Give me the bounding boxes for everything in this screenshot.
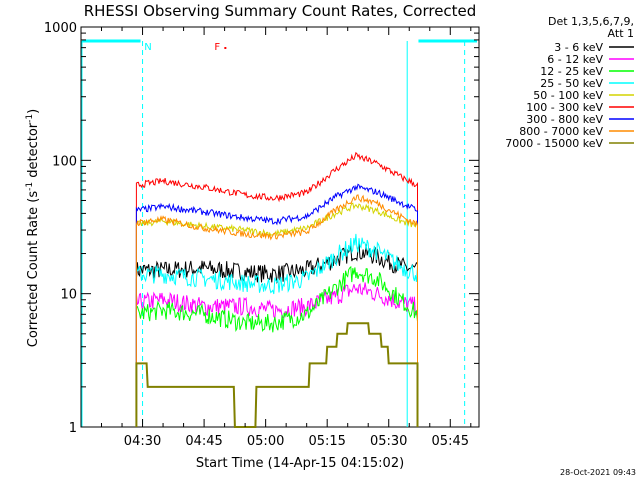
series-layer [135,151,419,428]
series-6 [135,183,418,427]
series-4 [135,202,418,427]
chart-title: RHESSI Observing Summary Count Rates, Co… [84,2,477,20]
series-5 [135,151,418,427]
legend-header-2: Att 1 [608,27,634,40]
y-tick-label-2: 100 [52,154,77,169]
x-tick-label-0: 04:30 [124,434,161,449]
legend-label-6: 300 - 800 keV [526,113,603,126]
x-tick-label-1: 04:45 [185,434,222,449]
x-tick-label-4: 05:30 [370,434,407,449]
flare-marker-dot [224,47,227,49]
x-tick-label-5: 05:45 [432,434,469,449]
series-1 [135,282,418,427]
timestamp: 28-Oct-2021 09:43 [560,468,636,477]
legend-label-8: 7000 - 15000 keV [505,137,603,150]
plot-axes [80,26,480,428]
plot-frame [80,26,480,428]
x-axis-label: Start Time (14-Apr-15 04:15:02) [196,456,404,471]
annotation-1: F [214,42,220,53]
series-7 [135,194,418,427]
legend-label-5: 100 - 300 keV [526,101,603,114]
x-tick-label-2: 05:00 [247,434,284,449]
legend-label-7: 800 - 7000 keV [519,125,603,138]
annotation-0: N [144,42,151,53]
legend-label-2: 12 - 25 keV [540,65,603,78]
series-2 [135,265,418,427]
legend-label-0: 3 - 6 keV [554,41,603,54]
y-axis-label: Corrected Count Rate (s-1 detector-1) [25,109,41,347]
legend-label-3: 25 - 50 keV [540,77,603,90]
series-8 [135,322,419,428]
x-tick-label-3: 05:15 [308,434,345,449]
series-3 [135,233,418,427]
legend-label-4: 50 - 100 keV [533,89,603,102]
y-tick-label-1: 10 [60,288,77,303]
legend-label-1: 6 - 12 keV [547,53,603,66]
legend-header-1: Det 1,3,5,6,7,9, [548,15,634,28]
y-tick-label-0: 1 [69,421,77,436]
y-tick-label-3: 1000 [44,21,77,36]
axis-ticks: 04:30 04:45 05:00 05:15 05:30 05:45 1 10 100 1000 [44,21,479,449]
